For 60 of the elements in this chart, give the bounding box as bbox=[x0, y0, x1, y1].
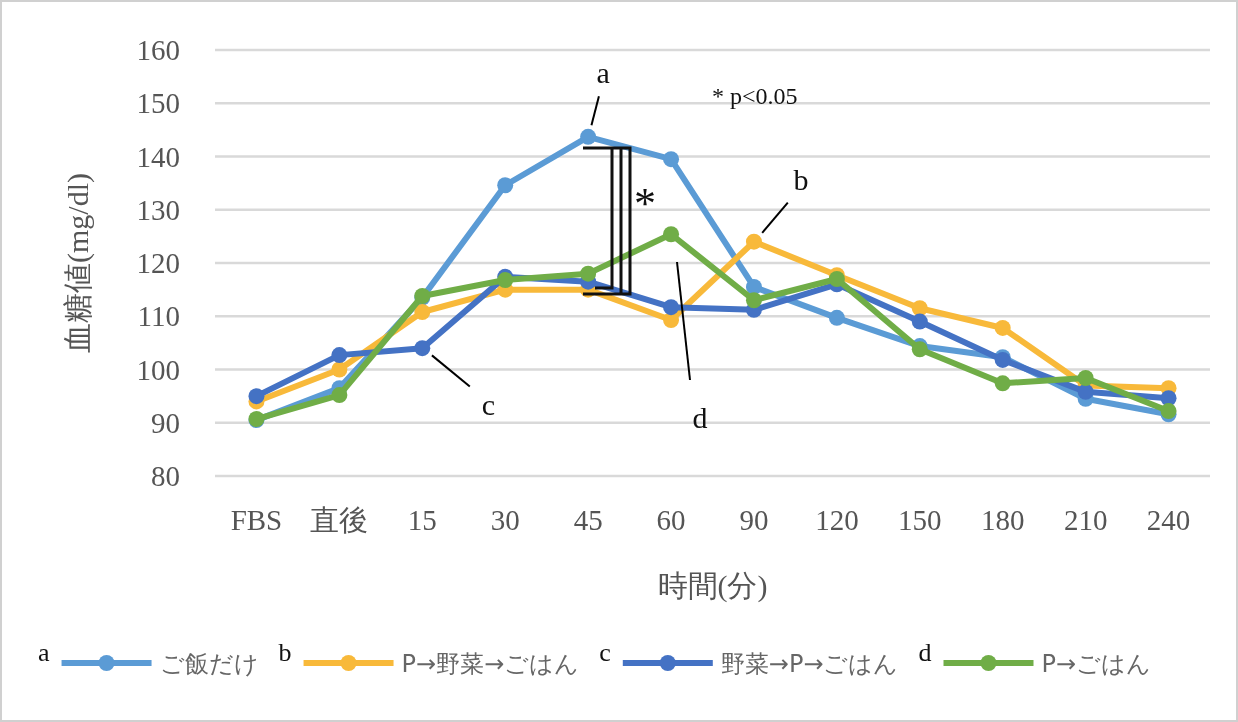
x-tick-label: 90 bbox=[739, 504, 769, 536]
y-tick-label: 160 bbox=[136, 34, 180, 66]
point bbox=[580, 265, 597, 282]
annotation: * bbox=[634, 179, 656, 228]
legend-label: P→野菜→ごはん bbox=[401, 650, 580, 678]
text: d bbox=[918, 638, 932, 667]
point bbox=[331, 387, 348, 404]
x-tick-label: 直後 bbox=[310, 504, 369, 536]
point bbox=[331, 347, 348, 364]
point bbox=[414, 340, 431, 357]
point bbox=[580, 128, 597, 145]
annotation: a bbox=[596, 55, 610, 89]
y-tick-label: 140 bbox=[136, 140, 180, 173]
point bbox=[745, 278, 762, 295]
x-tick-label: FBS bbox=[230, 504, 283, 536]
annotation: c bbox=[481, 388, 495, 422]
y-tick-label: 150 bbox=[136, 87, 180, 120]
y-tick-label: 90 bbox=[151, 406, 180, 439]
point bbox=[663, 226, 680, 243]
point bbox=[414, 303, 431, 320]
x-tick-label: 15 bbox=[407, 504, 437, 536]
legend-label: P→ごはん bbox=[1041, 650, 1152, 678]
point bbox=[745, 233, 762, 250]
point bbox=[1077, 383, 1094, 400]
y-axis-title: 血糖値(mg/dl) bbox=[61, 173, 95, 353]
text: c bbox=[599, 638, 611, 667]
point bbox=[497, 177, 514, 194]
x-tick-label: 150 bbox=[898, 504, 942, 536]
y-tick-label: 100 bbox=[136, 353, 180, 386]
annotation: * p<0.05 bbox=[712, 83, 798, 109]
point bbox=[497, 272, 514, 289]
point bbox=[663, 151, 680, 168]
y-tick-label: 130 bbox=[136, 193, 180, 226]
legend-label: ご飯だけ bbox=[159, 650, 259, 678]
y-tick-label: 80 bbox=[151, 460, 180, 492]
x-tick-label: 240 bbox=[1146, 504, 1191, 536]
text: a bbox=[38, 638, 50, 667]
point bbox=[248, 388, 265, 405]
point bbox=[994, 375, 1011, 392]
x-tick-label: 60 bbox=[656, 504, 686, 536]
text: b bbox=[278, 638, 292, 667]
point bbox=[911, 313, 928, 330]
y-tick-label: 110 bbox=[137, 300, 180, 333]
point bbox=[331, 361, 348, 378]
annotation: d bbox=[692, 401, 708, 434]
point bbox=[828, 309, 845, 326]
point bbox=[911, 300, 928, 317]
x-axis-title: 時間(分) bbox=[657, 569, 768, 603]
point bbox=[663, 299, 680, 316]
point bbox=[994, 319, 1011, 336]
x-tick-label: 180 bbox=[980, 504, 1025, 536]
x-tick-label: 30 bbox=[490, 504, 520, 536]
annotation: b bbox=[793, 162, 809, 196]
point bbox=[1077, 370, 1094, 387]
x-tick-label: 45 bbox=[573, 504, 603, 536]
y-tick-label: 120 bbox=[136, 247, 180, 279]
x-tick-label: 210 bbox=[1063, 504, 1108, 536]
point bbox=[745, 292, 762, 309]
legend-label: 野菜→P→ごはん bbox=[720, 650, 899, 678]
x-tick-label: 120 bbox=[815, 504, 859, 536]
